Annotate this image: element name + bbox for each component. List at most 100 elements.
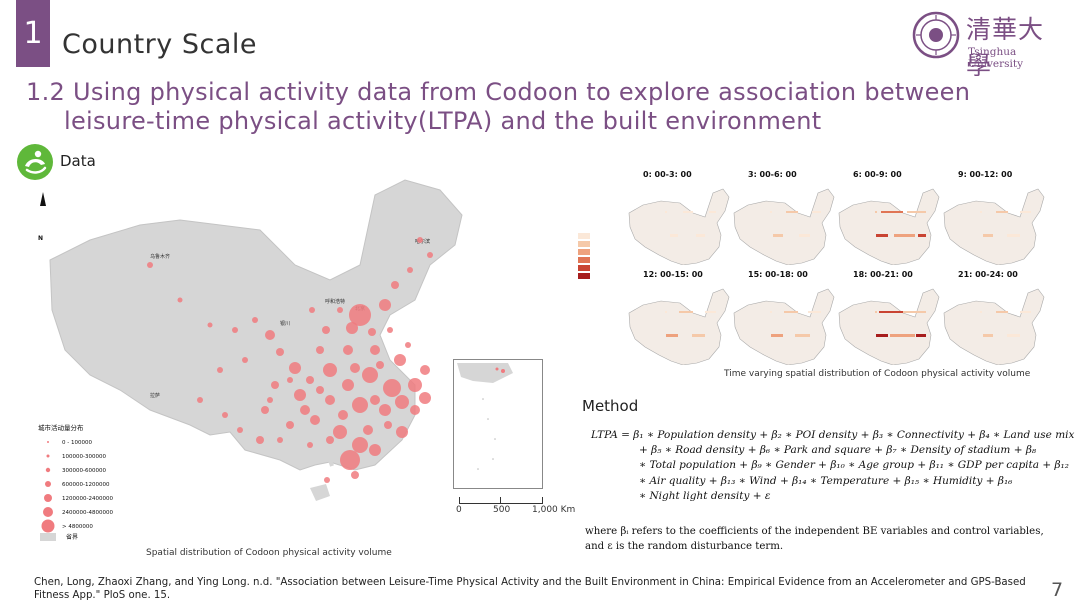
city-activity-bubble xyxy=(217,367,223,373)
formula-line-2: + β₅ ∗ Road density + β₆ ∗ Park and squa… xyxy=(639,444,1037,457)
city-activity-bubble xyxy=(370,395,380,405)
city-activity-bubble xyxy=(276,348,284,356)
citation: Chen, Long, Zhaoxi Zhang, and Ying Long.… xyxy=(34,577,1026,601)
time-slot-map: 3: 00-6: 00 xyxy=(730,163,835,265)
logo-chinese: 清華大學 xyxy=(966,15,1045,80)
city-activity-bubble xyxy=(322,326,330,334)
section-number-box: 1 xyxy=(16,0,50,67)
svg-text:乌鲁木齐: 乌鲁木齐 xyxy=(150,253,170,260)
city-activity-bubble xyxy=(383,379,401,397)
city-activity-bubble xyxy=(362,367,378,383)
time-slot-map: 18: 00-21: 00 xyxy=(835,263,940,365)
city-activity-bubble xyxy=(324,477,330,483)
time-slot-map: 6: 00-9: 00 xyxy=(835,163,940,265)
scale-label-1000: 1,000 Km xyxy=(532,505,576,515)
ltpa-formula: LTPA = β₁ ∗ Population density + β₂ ∗ PO… xyxy=(591,428,1074,504)
legend-bubble-icon xyxy=(45,481,51,487)
city-activity-bubble xyxy=(197,397,203,403)
legend-bubble-icon xyxy=(45,467,51,473)
time-slot-label: 6: 00-9: 00 xyxy=(853,170,902,179)
legend-swatch xyxy=(578,241,590,247)
city-activity-bubble xyxy=(309,307,315,313)
scale-label-500: 500 xyxy=(493,505,511,515)
formula-line-5: ∗ Night light density + ε xyxy=(639,489,771,502)
legend-bubble-icon xyxy=(47,441,49,443)
scale-label-0: 0 xyxy=(456,505,462,515)
data-label: Data xyxy=(60,152,96,170)
legend-swatch xyxy=(578,265,590,271)
legend-item-label: 600000-1200000 xyxy=(62,482,110,488)
city-activity-bubble xyxy=(363,425,373,435)
city-activity-bubble xyxy=(333,425,347,439)
legend-item-label: 1200000-2400000 xyxy=(62,496,113,502)
svg-text:银川: 银川 xyxy=(280,320,290,327)
city-activity-bubble xyxy=(405,342,411,348)
section-title: Country Scale xyxy=(62,29,257,60)
formula-line-4: ∗ Air quality + β₁₃ ∗ Wind + β₁₄ ∗ Tempe… xyxy=(639,474,1013,487)
city-activity-bubble xyxy=(384,421,392,429)
activity-bubbles xyxy=(147,237,433,483)
svg-text:呼和浩特: 呼和浩特 xyxy=(325,298,345,305)
time-slot-label: 18: 00-21: 00 xyxy=(853,270,913,279)
page-number: 7 xyxy=(1051,579,1064,601)
city-activity-bubble xyxy=(306,376,314,384)
codoon-logo-icon xyxy=(17,144,53,180)
time-slot-label: 21: 00-24: 00 xyxy=(958,270,1018,279)
city-activity-bubble xyxy=(346,322,358,334)
city-activity-bubble xyxy=(379,404,391,416)
small-map-legend xyxy=(578,233,590,281)
city-activity-bubble xyxy=(342,379,354,391)
city-activity-bubble xyxy=(391,281,399,289)
time-slot-map: 21: 00-24: 00 xyxy=(940,263,1045,365)
city-activity-bubble xyxy=(340,450,360,470)
legend-boundary-label: 省界 xyxy=(66,533,78,541)
subtitle-line-2: leisure-time physical activity(LTPA) and… xyxy=(64,107,822,135)
time-slot-label: 9: 00-12: 00 xyxy=(958,170,1013,179)
legend-item-label: > 4800000 xyxy=(62,524,93,530)
north-arrow-icon xyxy=(40,192,46,206)
city-activity-bubble xyxy=(316,346,324,354)
city-activity-bubble xyxy=(376,361,384,369)
city-activity-bubble xyxy=(419,392,431,404)
hainan-island xyxy=(310,484,330,501)
south-china-sea-inset xyxy=(453,359,543,489)
section-number: 1 xyxy=(23,16,43,51)
slide-subtitle: 1.2 Using physical activity data from Co… xyxy=(26,78,1056,136)
time-varying-maps: 0: 00-3: 00 3: 00-6: 00 6: 00-9: 00 9: 00-1… xyxy=(575,163,1075,373)
time-slot-label: 0: 00-3: 00 xyxy=(643,170,692,179)
city-activity-bubble xyxy=(300,405,310,415)
city-activity-bubble xyxy=(350,363,360,373)
legend-item-label: 2400000-4800000 xyxy=(62,510,113,516)
main-map-caption: Spatial distribution of Codoon physical … xyxy=(146,548,392,558)
city-activity-bubble xyxy=(323,363,337,377)
north-label: N xyxy=(38,235,43,242)
city-activity-bubble xyxy=(252,317,258,323)
city-activity-bubble xyxy=(387,327,393,333)
legend-item-label: 100000-300000 xyxy=(62,454,106,460)
subtitle-line-1: 1.2 Using physical activity data from Co… xyxy=(26,78,971,106)
city-activity-bubble xyxy=(337,307,343,313)
logo-english: Tsinghua University xyxy=(968,46,1024,70)
city-activity-bubble xyxy=(343,345,353,355)
city-activity-bubble xyxy=(261,406,269,414)
city-activity-bubble xyxy=(395,395,409,409)
city-activity-bubble xyxy=(294,389,306,401)
city-activity-bubble xyxy=(351,471,359,479)
city-activity-bubble xyxy=(349,304,371,326)
time-slot-map: 9: 00-12: 00 xyxy=(940,163,1045,265)
city-activity-bubble xyxy=(338,410,348,420)
tsinghua-logo: 清華大學 Tsinghua University xyxy=(912,10,1064,80)
svg-text:拉萨: 拉萨 xyxy=(150,392,160,399)
city-activity-bubble xyxy=(222,412,228,418)
legend-item-label: 0 - 100000 xyxy=(62,440,92,446)
city-activity-bubble xyxy=(408,378,422,392)
legend-bubble-icon xyxy=(41,519,55,533)
city-activity-bubble xyxy=(237,427,243,433)
formula-line-3: ∗ Total population + β₉ ∗ Gender + β₁₀ ∗… xyxy=(639,459,1069,472)
map-legend: 城市活动量分布 0 - 100000 100000-300000 300000-60… xyxy=(38,423,113,541)
legend-bubble-icon xyxy=(44,494,52,502)
city-activity-bubble xyxy=(271,381,279,389)
method-heading: Method xyxy=(582,397,639,415)
city-activity-bubble xyxy=(379,299,391,311)
